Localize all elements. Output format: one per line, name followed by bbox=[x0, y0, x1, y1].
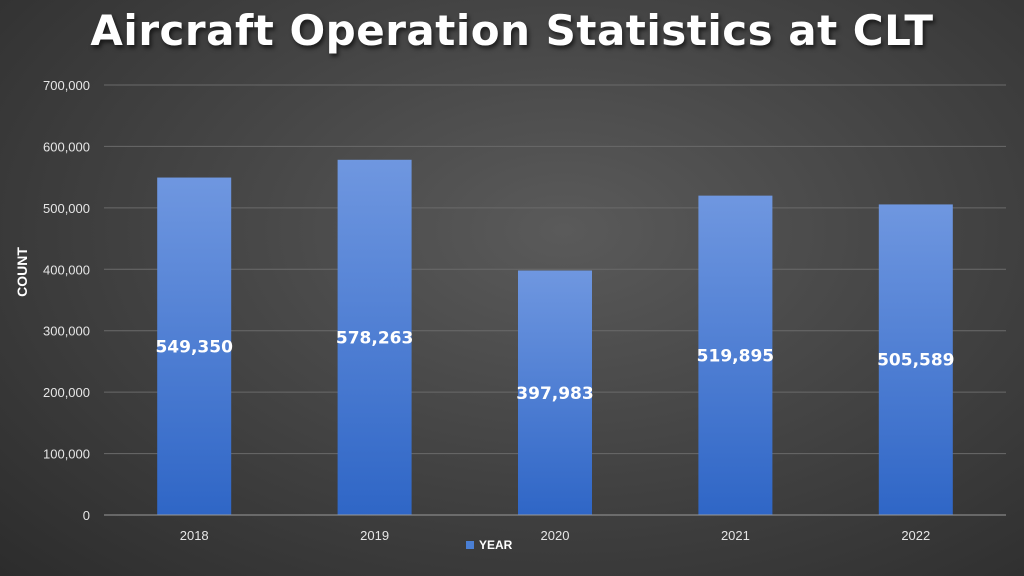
bar-2019 bbox=[337, 159, 412, 515]
y-tick-label: 500,000 bbox=[43, 201, 90, 216]
data-label: 397,983 bbox=[516, 384, 593, 404]
x-tick-label: 2018 bbox=[180, 528, 209, 543]
y-tick-label: 300,000 bbox=[43, 324, 90, 339]
data-label: 549,350 bbox=[155, 337, 233, 357]
bar-2022 bbox=[878, 204, 953, 516]
bar-2018 bbox=[157, 177, 232, 515]
y-tick-label: 0 bbox=[83, 508, 90, 523]
y-tick-label: 400,000 bbox=[43, 262, 90, 277]
legend-swatch bbox=[466, 541, 474, 549]
y-axis-label: COUNT bbox=[14, 247, 30, 297]
bar-2020 bbox=[518, 270, 592, 515]
bars bbox=[157, 159, 953, 516]
legend: YEAR bbox=[466, 538, 513, 552]
data-label: 505,589 bbox=[877, 351, 954, 371]
legend-label: YEAR bbox=[479, 538, 513, 552]
data-label: 519,895 bbox=[697, 346, 774, 366]
data-labels: 549,350 578,263 397,983 519,895 505,589 bbox=[155, 328, 954, 403]
y-tick-label: 600,000 bbox=[43, 139, 90, 154]
x-tick-label: 2020 bbox=[541, 528, 570, 543]
y-tick-label: 200,000 bbox=[43, 385, 90, 400]
x-tick-label: 2021 bbox=[721, 528, 750, 543]
data-label: 578,263 bbox=[336, 328, 413, 348]
bar-2021 bbox=[698, 195, 773, 515]
axes: 0 100,000 200,000 300,000 400,000 500,000 600,… bbox=[43, 78, 1006, 543]
y-tick-label: 100,000 bbox=[43, 447, 90, 462]
y-tick-label: 700,000 bbox=[43, 78, 90, 93]
x-tick-label: 2022 bbox=[901, 528, 930, 543]
x-tick-label: 2019 bbox=[360, 528, 389, 543]
chart-title: Aircraft Operation Statistics at CLT bbox=[90, 6, 934, 55]
